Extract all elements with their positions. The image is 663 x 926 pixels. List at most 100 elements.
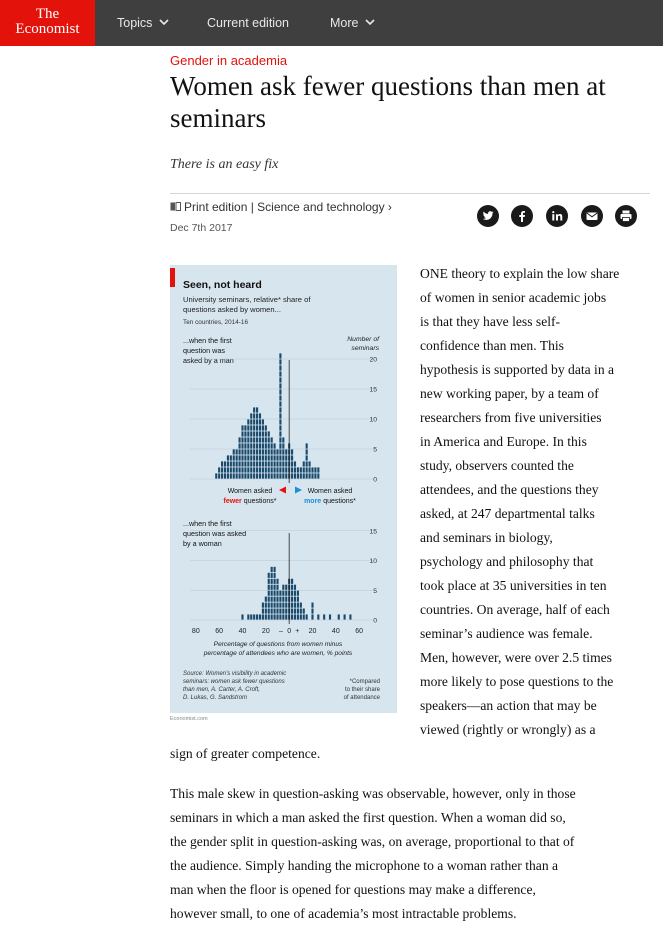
column-line: and seminars in biology, [420, 530, 553, 545]
panel2-label-1: ...when the first [183, 519, 232, 528]
panel1-bar-cell [270, 455, 273, 461]
panel1-bar-cell [264, 467, 267, 473]
nav-current-edition[interactable]: Current edition [207, 0, 289, 46]
panel2-bar-cell [291, 596, 294, 602]
panel2-bar-cell [267, 608, 270, 614]
panel1-bar-cell [226, 461, 229, 467]
panel2-bar-cell [267, 572, 270, 578]
paragraph-2: This male skew in question-asking was ob… [170, 782, 660, 926]
panel1-bar-cell [256, 449, 259, 455]
section-link[interactable]: Print edition | Science and technology › [170, 200, 392, 214]
panel2-bar-cell [270, 602, 273, 608]
panel1-bar-cell [247, 455, 250, 461]
economist-logo[interactable]: The Economist [0, 0, 95, 46]
linkedin-share-button[interactable] [546, 205, 568, 227]
source-line-1: Source: Women’s visibility in academic [183, 671, 286, 677]
panel1-bar-cell [241, 443, 244, 449]
panel2-bar-cell [282, 602, 285, 608]
panel1-bar-cell [235, 455, 238, 461]
panel1-bar-cell [276, 467, 279, 473]
panel1-bar-cell [273, 455, 276, 461]
y-axis-label-1: Number of [347, 336, 380, 343]
panel1-bar-cell [241, 437, 244, 443]
panel1-bar-cell [229, 461, 232, 467]
panel2-bar-cell [293, 596, 297, 602]
x-tick-label: 0 [287, 628, 291, 635]
panel1-bar-cell [256, 437, 259, 443]
panel1-bar-cell [258, 425, 262, 431]
panel2-bar-cell [296, 602, 299, 608]
panel1-bar-cell [244, 467, 247, 473]
panel1-bar-cell [279, 437, 282, 443]
panel1-bar-cell [250, 461, 253, 467]
panel1-bar-cell [247, 419, 250, 425]
panel2-bar-cell [317, 614, 320, 620]
logo-line-2: Economist [15, 21, 80, 37]
print-edition-icon [170, 202, 181, 212]
panel1-bar-cell [244, 455, 247, 461]
panel1-bar-cell [247, 425, 250, 431]
panel2-y-tick: 10 [369, 558, 377, 565]
email-share-button[interactable] [581, 205, 603, 227]
divider [170, 193, 650, 194]
panel1-bar-cell [244, 443, 247, 449]
column-line: attendees, and the questions they [420, 482, 599, 497]
panel1-bar-cell [302, 461, 305, 467]
panel1-bar-cell [305, 467, 308, 473]
panel1-bar-cell [305, 443, 308, 449]
panel1-bar-cell [264, 461, 267, 467]
twitter-share-button[interactable] [477, 205, 499, 227]
panel1-bar-cell [270, 443, 273, 449]
panel1-bar-cell [305, 449, 308, 455]
nav-topics[interactable]: Topics [117, 0, 169, 46]
panel1-bar-cell [279, 377, 282, 383]
panel1-bar-cell [273, 467, 276, 473]
panel1-bar-cell [282, 461, 285, 467]
panel1-bar-cell [250, 437, 253, 443]
panel1-bar-cell [279, 371, 282, 377]
panel1-bar-cell [317, 467, 320, 473]
panel1-label-1: ...when the first [183, 336, 232, 345]
nav-more[interactable]: More [330, 0, 375, 46]
column-line: study, observers counted the [420, 458, 574, 473]
column-line: seminar’s audience was female. [420, 626, 593, 641]
panel1-bar-cell [229, 473, 232, 479]
nav-topics-label: Topics [117, 16, 153, 30]
panel1-bar-cell [279, 419, 282, 425]
facebook-share-button[interactable] [511, 205, 533, 227]
panel1-bar-cell [261, 473, 264, 479]
panel1-bar-cell [244, 473, 247, 479]
panel1-bar-cell [264, 431, 267, 437]
panel1-bar-cell [282, 437, 285, 443]
panel1-bar-cell [279, 353, 282, 359]
panel1-bar-cell [293, 473, 297, 479]
panel1-bar-cell [305, 473, 308, 479]
print-button[interactable] [615, 205, 637, 227]
panel1-bar-cell [232, 455, 235, 461]
panel1-bar-cell [241, 455, 244, 461]
panel1-bar-cell [223, 467, 227, 473]
top-navbar: The Economist Topics Current edition Mor… [0, 0, 663, 46]
panel2-bar-cell [296, 596, 299, 602]
panel1-bar-cell [232, 473, 235, 479]
x-tick-label: 60 [355, 628, 363, 635]
panel1-bar-cell [296, 473, 299, 479]
panel2-bar-cell [323, 614, 326, 620]
column-line: is that they have less self- [420, 314, 561, 329]
panel1-bar-cell [238, 455, 241, 461]
panel2-bar-cell [291, 590, 294, 596]
more-arrow-icon [295, 486, 302, 494]
chart-credit: Economist.com [170, 716, 208, 722]
panel1-bar-cell [308, 473, 311, 479]
more-strong: more [304, 498, 321, 505]
chevron-down-icon [365, 19, 375, 26]
panel2-bar-cell [264, 596, 267, 602]
column-line: viewed (rightly or wrongly) as a [420, 722, 596, 737]
article-kicker[interactable]: Gender in academia [170, 53, 288, 68]
panel1-bar-cell [264, 443, 267, 449]
paragraph-2-line: the audience. Simply handing the microph… [170, 858, 559, 873]
panel2-bar-cell [279, 602, 282, 608]
x-minus-sign: – [279, 628, 283, 635]
footnote-line-3: of attendance [344, 695, 381, 701]
fewer-arrow-icon [279, 486, 286, 494]
